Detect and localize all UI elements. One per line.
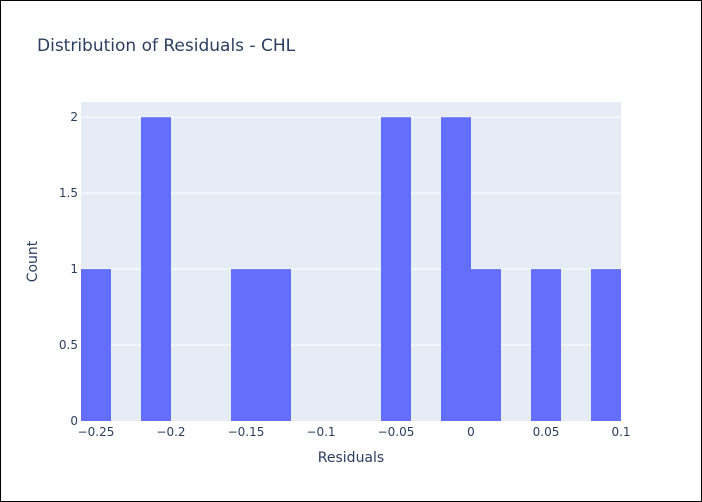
chart-title: Distribution of Residuals - CHL (37, 36, 296, 56)
y-tick-label: 0.5 (59, 338, 78, 352)
x-axis-label: Residuals (318, 450, 384, 466)
histogram-bar (471, 269, 501, 421)
histogram-bar (261, 269, 291, 421)
histogram-bar (381, 117, 411, 421)
x-tick-label: 0 (467, 425, 475, 439)
x-tick-label: −0.15 (228, 425, 265, 439)
bars (81, 117, 621, 421)
histogram-bar (81, 269, 111, 421)
histogram-bar (531, 269, 561, 421)
x-axis-ticks: −0.25 −0.2 −0.15 −0.1 −0.05 0 0.05 0.1 (78, 425, 631, 439)
histogram-bar (141, 117, 171, 421)
y-axis-label: Count (25, 240, 41, 282)
x-tick-label: 0.1 (611, 425, 630, 439)
x-tick-label: −0.2 (156, 425, 185, 439)
x-tick-label: 0.05 (533, 425, 560, 439)
y-tick-label: 1 (70, 262, 78, 276)
histogram-bar (231, 269, 261, 421)
y-axis-ticks: 0 0.5 1 1.5 2 (59, 110, 78, 428)
x-tick-label: −0.05 (378, 425, 415, 439)
y-tick-label: 1.5 (59, 186, 78, 200)
histogram-bar (441, 117, 471, 421)
x-tick-label: −0.25 (78, 425, 115, 439)
y-tick-label: 0 (70, 414, 78, 428)
histogram-bar (591, 269, 621, 421)
y-tick-label: 2 (70, 110, 78, 124)
x-tick-label: −0.1 (306, 425, 335, 439)
